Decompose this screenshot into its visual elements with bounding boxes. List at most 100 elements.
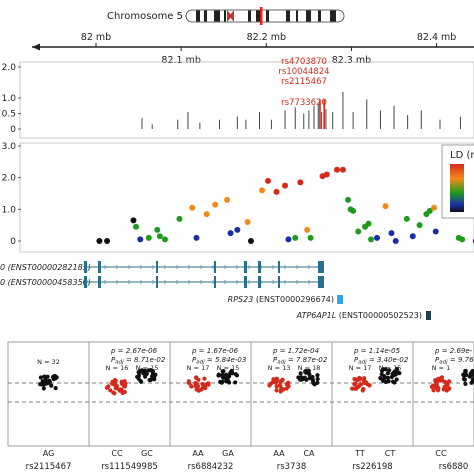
ld-point [416,222,423,229]
axis-tick-label: 82.2 mb [247,32,286,43]
ld-point [403,215,410,222]
genotype-sample-point [216,373,221,378]
ideogram-band [214,10,220,22]
genotype-sample-point [378,376,383,381]
genotype-sample-point [150,368,156,374]
transcript-direction-chevron [151,264,156,270]
ld-panel-frame [19,142,474,253]
ld-point [273,188,280,195]
transcript-exon [84,276,87,288]
ideogram-band [256,10,261,22]
ld-point [297,179,304,186]
ld-point [189,204,196,211]
genotype-sample-point [443,386,448,391]
association-bars [141,91,461,129]
association-y-tick-label: 1.0 [2,94,17,104]
ld-point [212,201,219,208]
highlight-snp-label: rs7733620 [281,98,327,108]
ld-point [154,226,161,233]
genotype-sample-point [202,376,207,381]
genotype-panel-frame [7,341,474,447]
genotype-sample-point [146,368,151,373]
genome-axis-bottom-ticks: 82.1 mb 82.3 mb [161,47,371,66]
genotype-padj: Padj = 8.71e-02 [111,356,166,366]
ld-legend-colorbar [450,164,464,212]
genotype-sample-point [471,376,474,382]
genotype-pvalue: p = 2.67e-06 [110,347,158,355]
genotype-pvalue: p = 2.69e- [434,347,473,355]
genotype-sample-point [303,369,308,374]
transcript-direction-chevron [103,264,108,270]
transcript-exon [278,276,280,288]
ld-point [365,220,372,227]
genotype-sample-point [44,381,49,386]
transcript-exon [318,261,324,273]
ideogram-band [306,10,311,22]
genotype-snp-label: rs6884232 [188,462,234,472]
ld-point [130,217,137,224]
genotype-sample-point [389,374,394,380]
genotype-sample-point [112,377,118,383]
highlight-snp-label: rs2115467 [281,77,327,87]
gene-models [84,261,324,288]
genotype-sample-point [394,366,399,372]
ideogram-band [318,10,321,22]
genotype-sample-point [463,368,468,374]
ld-legend: LD (r [441,144,474,219]
ld-point [304,226,311,233]
ideogram-band [286,10,290,22]
genotype-sample-point [461,372,466,377]
transcript-direction-chevron [163,264,168,270]
transcript-direction-chevron [271,279,276,285]
genotype-sample-point [194,381,199,387]
genotype-padj: Padj = 5.84e-03 [192,356,246,366]
genotype-sample-point [429,384,434,389]
ld-point [104,238,111,244]
genotype-sample-point [445,382,450,387]
ld-point [292,234,299,241]
genotype-sample-point [315,373,320,378]
transcript-exon [84,261,87,273]
transcript-direction-chevron [247,279,252,285]
genotype-snp-label: rs6880 [439,462,469,472]
transcript-direction-chevron [307,279,312,285]
highlight-snp-label: rs10044824 [278,67,329,77]
transcript-direction-chevron [199,279,204,285]
ld-point [388,230,395,237]
genotype-sample-point [439,375,445,380]
genotype-sample-point [153,372,158,377]
genotype-sample-point [298,371,303,376]
genotype-sample-point [147,377,152,383]
ideogram-region-marker [260,7,263,25]
axis-tick-label: 82.3 mb [332,55,371,66]
transcript-exon [214,276,216,288]
genotype-label: AA [273,449,285,458]
genotype-label: CC [111,449,123,458]
ld-point [145,234,152,241]
genotype-pvalue: p = 1.72e-04 [272,347,319,355]
ideogram-band [224,10,226,22]
gene-rps23-label: RPS23 (ENST0000296674) [228,295,334,304]
genotype-sample-point [53,386,58,391]
ld-point [392,238,399,244]
genotype-sample-point [446,379,452,384]
genotype-n-label: N = 16 [106,364,129,372]
genotype-snp-label: rs3738 [277,462,307,472]
gene-atp6ap1l-label: ATP6AP1L (ENST00000502523) [296,311,422,320]
genotype-sample-point [206,381,211,386]
genotype-n-label: N = 18 [298,364,321,372]
genotype-n-label: N = 32 [37,358,60,366]
transcript-direction-chevron [115,279,120,285]
transcript-direction-chevron [139,279,144,285]
transcript-direction-chevron [139,264,144,270]
transcript-direction-chevron [127,279,132,285]
genotype-sample-point [382,375,388,380]
genotype-sample-point [53,376,58,381]
genotype-sample-point [394,377,399,382]
genotype-pvalue: p = 1.67e-06 [191,347,239,355]
ld-point [265,177,272,184]
genotype-label: AG [43,449,55,458]
genotype-sample-point [47,378,52,383]
transcript-exon [98,276,101,288]
